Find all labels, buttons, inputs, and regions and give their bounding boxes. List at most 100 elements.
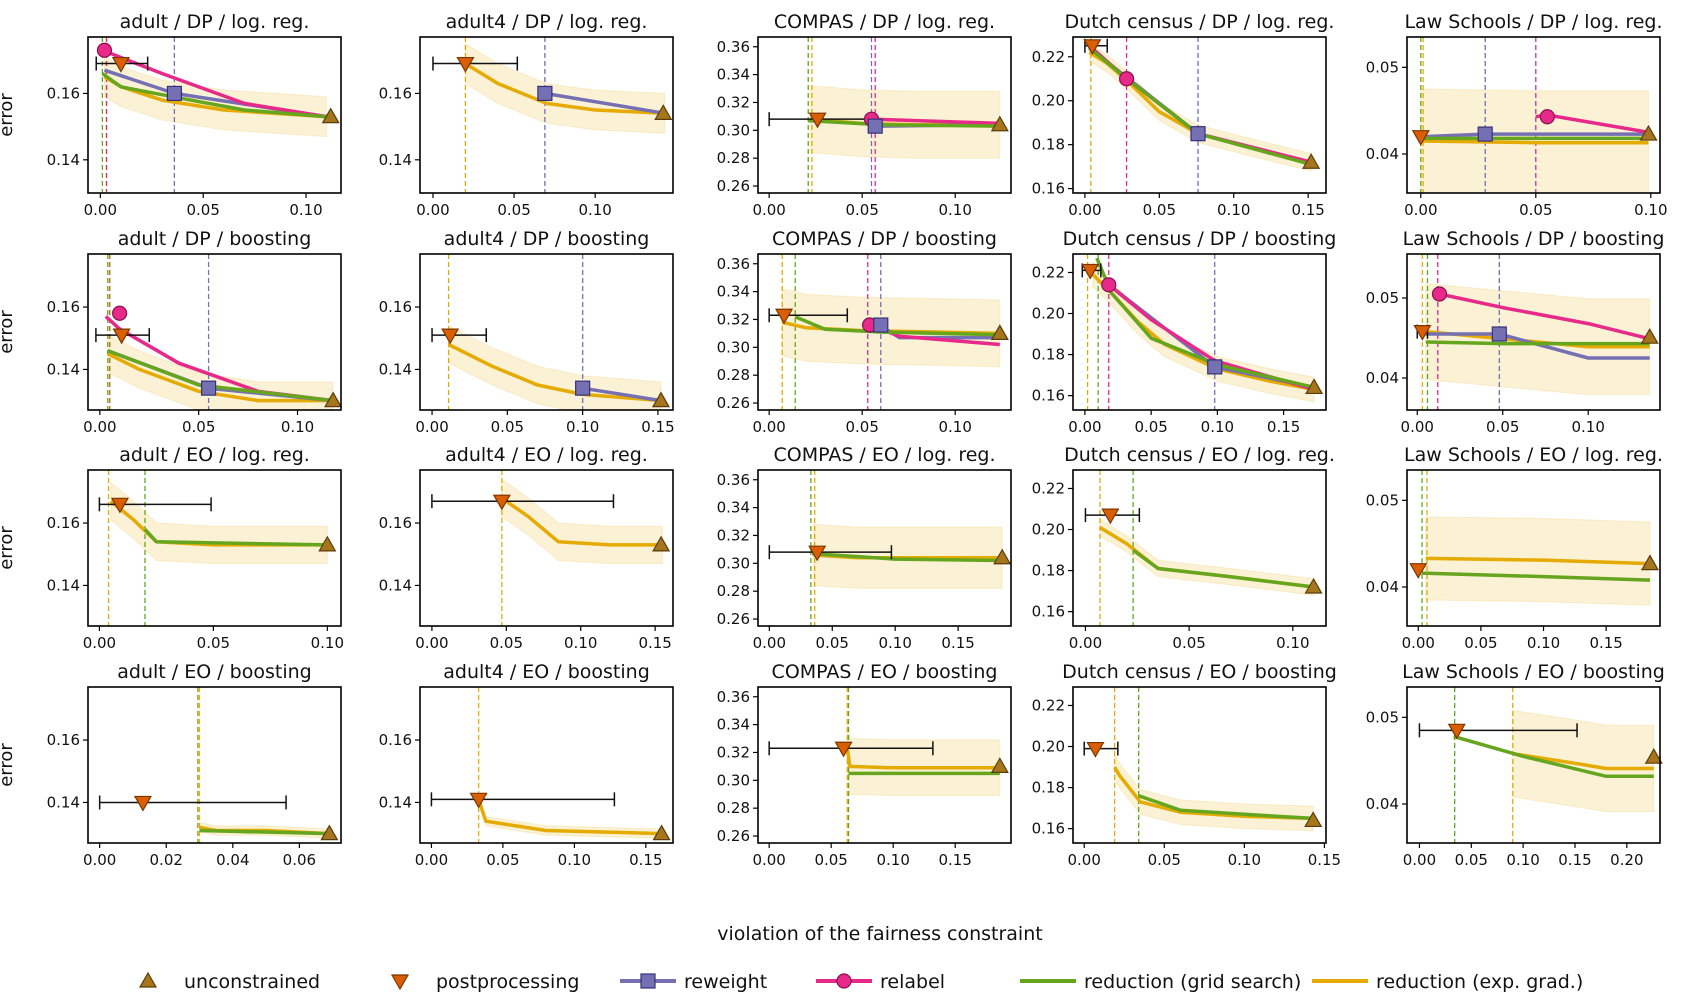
y-tick-label: 0.26 bbox=[717, 394, 750, 412]
y-tick-label: 0.16 bbox=[47, 514, 80, 532]
y-tick-label: 0.36 bbox=[717, 688, 750, 706]
y-tick-label: 0.20 bbox=[1032, 92, 1065, 110]
marker-unconstrained bbox=[1302, 153, 1321, 169]
series-line-grid bbox=[811, 551, 1003, 563]
y-tick-label: 0.16 bbox=[47, 298, 80, 316]
y-axis-label: error bbox=[0, 526, 17, 570]
x-tick-label: 0.05 bbox=[845, 201, 878, 219]
series-line-relabel bbox=[1088, 44, 1312, 164]
x-tick-label: 0.05 bbox=[1172, 634, 1205, 652]
plot-area bbox=[500, 470, 664, 626]
x-tick-label: 0.00 bbox=[1068, 201, 1101, 219]
x-tick-label: 0.10 bbox=[558, 851, 591, 869]
series-line-relabel bbox=[1439, 292, 1651, 341]
y-tick-label: 0.04 bbox=[1366, 795, 1399, 813]
panel: 0.00 0.05 0.10 0.14 0.16 adult / DP / log. re… bbox=[0, 11, 342, 219]
marker-reweight bbox=[575, 380, 591, 396]
axes-frame bbox=[1072, 36, 1327, 194]
marker-reweight bbox=[537, 85, 553, 102]
axes-frame bbox=[1072, 686, 1327, 844]
x-tick-label: 0.00 bbox=[753, 634, 786, 652]
legend-label: unconstrained bbox=[184, 971, 320, 993]
x-tick-label: 0.05 bbox=[490, 634, 523, 652]
marker-relabel bbox=[1539, 109, 1555, 125]
x-tick-label: 0.05 bbox=[1519, 201, 1552, 219]
x-tick-label: 0.10 bbox=[938, 418, 971, 436]
x-tick-label: 0.00 bbox=[1068, 418, 1101, 436]
panel-title: adult4 / EO / boosting bbox=[443, 661, 650, 683]
x-tick-label: 0.05 bbox=[1464, 634, 1497, 652]
legend-swatch-postprocessing bbox=[390, 974, 410, 991]
y-tick-label: 0.28 bbox=[717, 366, 750, 384]
y-tick-label: 0.20 bbox=[1032, 305, 1065, 323]
series-line-grid bbox=[107, 349, 334, 403]
x-tick-label: 0.20 bbox=[1610, 851, 1643, 869]
x-tick-label: 0.10 bbox=[1201, 418, 1234, 436]
confidence-band bbox=[846, 720, 1001, 797]
y-tick-label: 0.34 bbox=[717, 499, 750, 517]
confidence-band bbox=[1088, 42, 1312, 172]
x-tick-label: 0.00 bbox=[83, 418, 116, 436]
legend-label: relabel bbox=[880, 971, 945, 993]
series-line-expgrad bbox=[500, 496, 663, 547]
panel-title: adult / DP / log. reg. bbox=[120, 11, 310, 33]
marker-postprocessing bbox=[110, 497, 129, 514]
x-tick-label: 0.05 bbox=[1143, 201, 1176, 219]
marker-postprocessing bbox=[1101, 508, 1120, 525]
confidence-band bbox=[1114, 752, 1314, 832]
y-tick-label: 0.05 bbox=[1366, 491, 1399, 509]
panel: 0.00 0.05 0.10 0.15 0.14 0.16 adult4 / DP / bo… bbox=[379, 228, 675, 436]
y-tick-label: 0.34 bbox=[717, 716, 750, 734]
axes-frame bbox=[87, 36, 342, 194]
panel-title: adult / DP / boosting bbox=[118, 228, 312, 250]
marker-postprocessing bbox=[133, 795, 152, 812]
axes-frame bbox=[1406, 253, 1661, 411]
x-tick-label: 0.15 bbox=[941, 634, 974, 652]
x-tick-label: 0.05 bbox=[1486, 418, 1519, 436]
marker-reweight bbox=[166, 85, 182, 102]
panel-title: COMPAS / EO / log. reg. bbox=[773, 444, 995, 466]
y-axis-label: error bbox=[0, 93, 17, 137]
y-tick-label: 0.16 bbox=[1032, 387, 1065, 405]
y-tick-label: 0.36 bbox=[717, 471, 750, 489]
y-tick-label: 0.18 bbox=[1032, 779, 1065, 797]
confidence-band bbox=[1425, 283, 1651, 396]
panel: 0.00 0.02 0.04 0.06 0.14 0.16 adult / EO / boo… bbox=[0, 661, 342, 869]
panel-title: adult4 / EO / log. reg. bbox=[445, 444, 648, 466]
confidence-band bbox=[107, 334, 334, 410]
axes-frame bbox=[1406, 36, 1661, 194]
panel: 0.00 0.05 0.10 0.26 0.28 0.30 0.32 0.34 0.36 COMP… bbox=[717, 11, 1012, 219]
y-tick-label: 0.30 bbox=[717, 554, 750, 572]
axes-frame bbox=[419, 253, 674, 411]
x-tick-label: 0.15 bbox=[1267, 418, 1300, 436]
y-tick-label: 0.36 bbox=[717, 38, 750, 56]
axes-frame bbox=[419, 686, 674, 844]
x-tick-label: 0.04 bbox=[216, 851, 249, 869]
y-tick-label: 0.04 bbox=[1366, 369, 1399, 387]
y-tick-label: 0.05 bbox=[1366, 58, 1399, 76]
panel-title: COMPAS / EO / boosting bbox=[772, 661, 998, 683]
plot-area bbox=[845, 687, 1001, 843]
marker-unconstrained bbox=[990, 115, 1009, 132]
series-line-expgrad bbox=[1425, 556, 1651, 566]
y-tick-label: 0.28 bbox=[717, 582, 750, 600]
x-tick-label: 0.05 bbox=[497, 201, 530, 219]
x-tick-label: 0.00 bbox=[752, 201, 785, 219]
y-tick-label: 0.34 bbox=[717, 66, 750, 84]
x-tick-label: 0.15 bbox=[1291, 201, 1324, 219]
panel: 0.00 0.05 0.10 0.14 0.16 adult / EO / log. re… bbox=[0, 444, 344, 652]
series-line-grid bbox=[1421, 571, 1651, 582]
axes-frame bbox=[419, 469, 674, 627]
marker-reweight bbox=[867, 118, 883, 134]
y-tick-label: 0.20 bbox=[1032, 521, 1065, 539]
panel-title: COMPAS / DP / log. reg. bbox=[774, 11, 995, 33]
marker-reweight bbox=[1477, 126, 1493, 142]
series-line-grid bbox=[1088, 46, 1312, 167]
panel-title: Law Schools / DP / log. reg. bbox=[1404, 11, 1662, 33]
y-tick-label: 0.14 bbox=[47, 151, 80, 169]
y-tick-label: 0.14 bbox=[379, 576, 412, 594]
plot-area bbox=[1420, 37, 1649, 193]
marker-postprocessing bbox=[111, 56, 130, 73]
series-line-reweight bbox=[582, 386, 662, 403]
